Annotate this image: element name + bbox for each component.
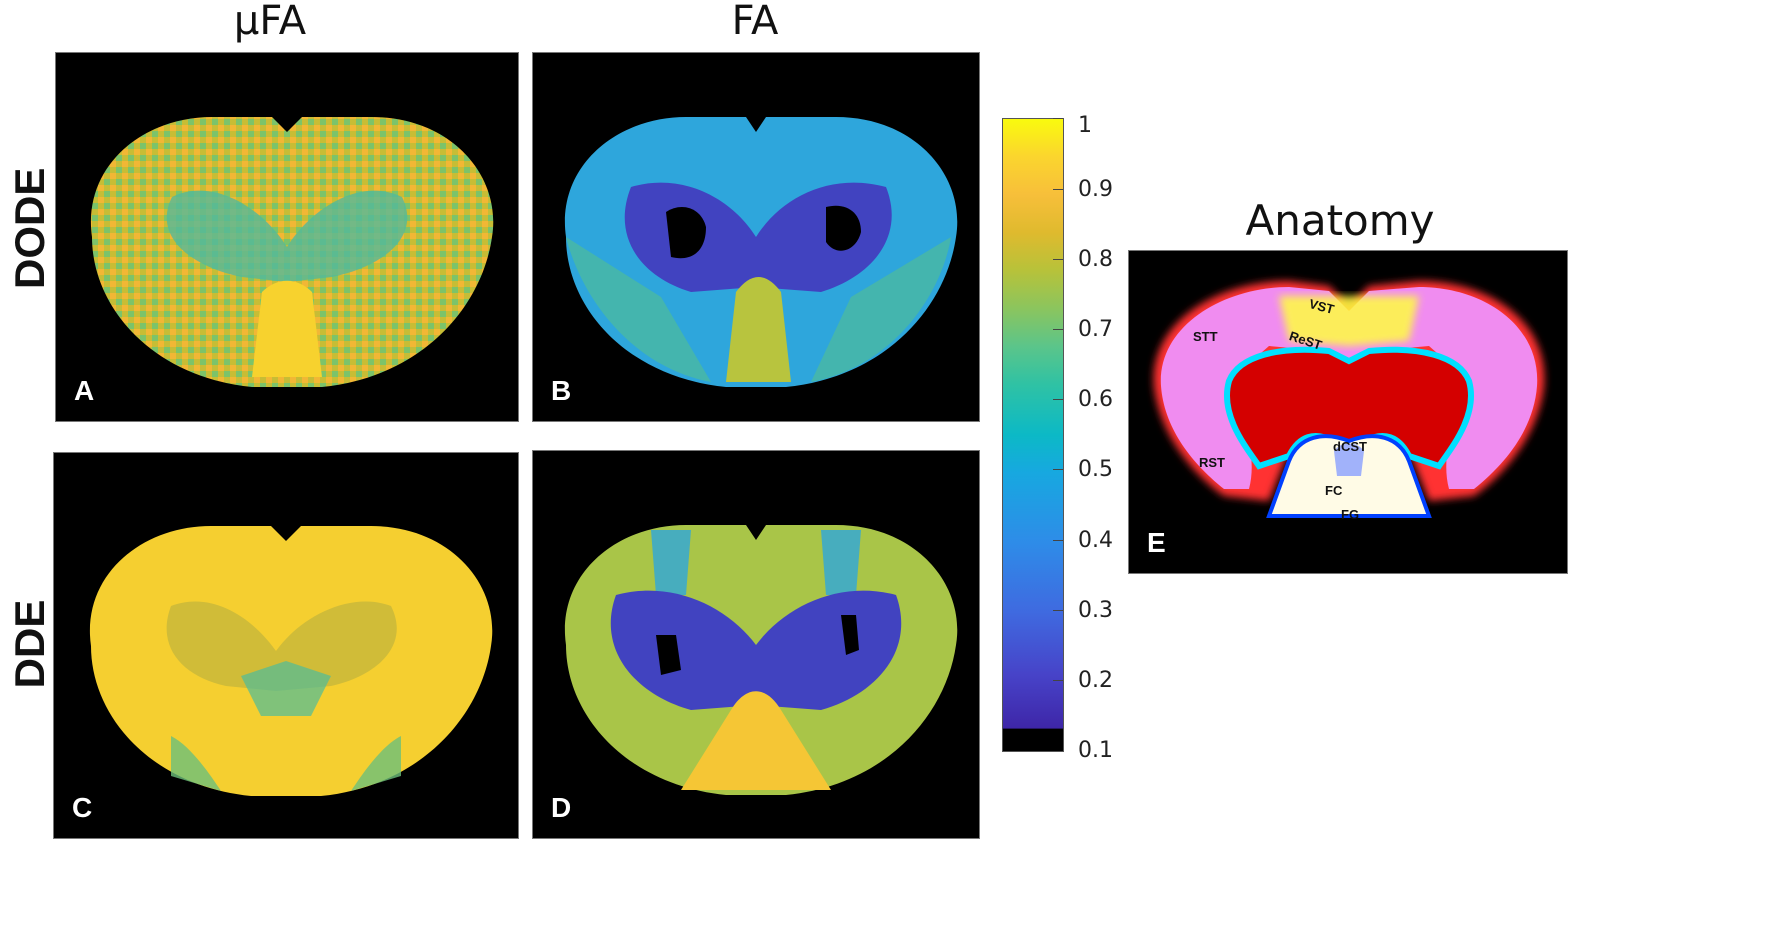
spinal-cord-map-a [90,117,494,387]
colorbar-tick [1053,610,1063,611]
colorbar-tick-label: 0.7 [1078,317,1113,342]
roi-label-fc: FC [1325,483,1343,498]
colorbar-tick [1053,680,1063,681]
colorbar-tick [1053,189,1063,190]
panel-c-dde-mufa: C [53,452,519,839]
panel-letter-e: E [1147,527,1166,558]
colorbar [1002,118,1064,752]
panel-b-dode-fa: B [532,52,980,422]
colorbar-tick [1053,540,1063,541]
colorbar-tick-label: 0.9 [1078,177,1113,202]
panel-letter-b: B [551,375,572,406]
colorbar-tick-label: 0.2 [1078,668,1113,693]
row-label-dde: DDE [6,599,53,689]
roi-label-rst: RST [1199,455,1225,470]
spinal-cord-map-c [89,525,493,796]
roi-label-stt: STT [1193,329,1218,344]
spinal-cord-map-d [564,524,958,795]
column-title-mufa: μFA [233,0,307,44]
panel-d-dde-fa: D [532,450,980,839]
colorbar-tick-label: 0.5 [1078,457,1113,482]
roi-label-dcst: dCST [1333,439,1367,454]
colorbar-tick-label: 0.3 [1078,598,1113,623]
roi-label-fg: FG [1341,507,1360,522]
colorbar-tick [1053,469,1063,470]
colorbar-tick [1053,399,1063,400]
row-label-dode: DODE [6,167,53,289]
anatomy-map [1153,281,1545,518]
colorbar-tick-label: 0.1 [1078,738,1113,763]
colorbar-tick [1053,259,1063,260]
panel-letter-a: A [74,375,95,406]
colorbar-tick [1053,118,1063,119]
panel-e-anatomy: VST STT ReST RST dCST FC FG E [1128,250,1568,574]
colorbar-tick-label: 0.8 [1078,247,1113,272]
colorbar-tick-label: 0.6 [1078,387,1113,412]
column-title-fa: FA [731,0,779,44]
panel-a-dode-mufa: A [55,52,519,422]
panel-letter-c: C [72,792,93,823]
anatomy-title: Anatomy [1245,196,1435,245]
colorbar-tick-label: 1 [1078,113,1092,138]
colorbar-tick-label: 0.4 [1078,528,1113,553]
spinal-cord-map-b [564,117,958,387]
colorbar-tick [1053,329,1063,330]
panel-letter-d: D [551,792,572,823]
